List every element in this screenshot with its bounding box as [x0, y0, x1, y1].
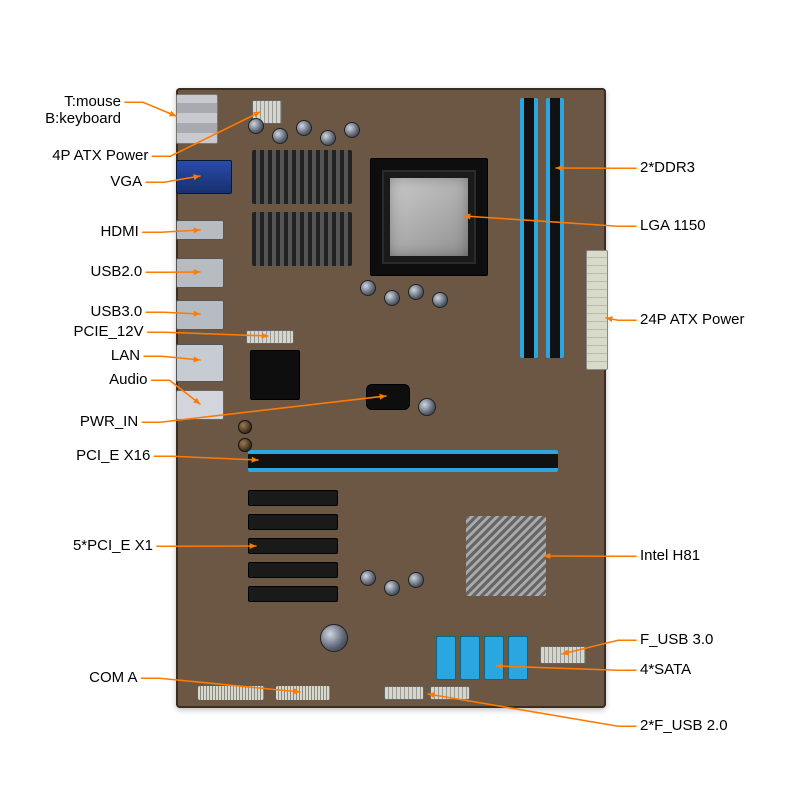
lbl_vga: VGA [24, 174, 142, 191]
lbl_hdmi: HDMI [24, 224, 139, 241]
component-cap13 [238, 420, 252, 434]
component-fusb2b [430, 686, 470, 700]
component-usb3 [176, 300, 224, 330]
cpu-socket-inner [382, 170, 476, 264]
component-cap5 [344, 122, 360, 138]
lbl_usb2: USB2.0 [24, 264, 142, 281]
diagram-stage: T:mouse B:keyboard 4P ATX Power VGA HDMI USB… [0, 0, 800, 800]
component-sata1 [436, 636, 456, 680]
component-cap10 [360, 570, 376, 586]
component-fusb3 [540, 646, 586, 664]
component-audio [176, 390, 224, 420]
component-pciex1_2 [248, 514, 338, 530]
lbl_usb3: USB3.0 [24, 304, 142, 321]
component-hdmi [176, 220, 224, 240]
component-sata4 [508, 636, 528, 680]
lbl_sata: 4*SATA [640, 662, 691, 679]
component-fp_hdr [198, 686, 264, 700]
component-cap3 [296, 120, 312, 136]
lbl_pwrin: PWR_IN [24, 414, 138, 431]
component-atx24 [586, 250, 608, 370]
component-pwr_in [366, 384, 410, 410]
lbl_fusb2: 2*F_USB 2.0 [640, 718, 728, 735]
component-pciex1_5 [248, 586, 338, 602]
component-pcie16 [248, 450, 558, 472]
component-sata3 [484, 636, 504, 680]
component-pciex1_4 [248, 562, 338, 578]
component-vrm1 [252, 150, 352, 204]
lbl_pcie12v: PCIE_12V [24, 324, 144, 341]
component-com_a [276, 686, 330, 700]
component-cap14 [238, 438, 252, 452]
lbl_ps2: T:mouse B:keyboard [24, 94, 121, 127]
component-battery [320, 624, 348, 652]
lbl_atx24: 24P ATX Power [640, 312, 745, 329]
component-usb2 [176, 258, 224, 288]
component-cap8 [408, 284, 424, 300]
lbl_lga: LGA 1150 [640, 218, 706, 235]
component-cap12 [408, 572, 424, 588]
component-cap6 [360, 280, 376, 296]
component-superio [250, 350, 300, 400]
component-ram1 [520, 98, 538, 358]
lbl_ddr3: 2*DDR3 [640, 160, 695, 177]
component-cap1 [248, 118, 264, 134]
component-cap7 [384, 290, 400, 306]
component-pciex1_1 [248, 490, 338, 506]
component-ram2 [546, 98, 564, 358]
component-cap2 [272, 128, 288, 144]
component-cap9 [432, 292, 448, 308]
component-cap15 [418, 398, 436, 416]
component-vga [176, 160, 232, 194]
component-cap4 [320, 130, 336, 146]
lbl_lan: LAN [24, 348, 140, 365]
component-ps2 [176, 94, 218, 144]
component-vrm2 [252, 212, 352, 266]
lbl_audio: Audio [24, 372, 148, 389]
lbl_4p: 4P ATX Power [24, 148, 148, 165]
component-pciex1_3 [248, 538, 338, 554]
lbl_pcie1: 5*PCI_E X1 [24, 538, 153, 555]
lbl_fusb3: F_USB 3.0 [640, 632, 713, 649]
component-sata2 [460, 636, 480, 680]
component-sb_heatsink [466, 516, 546, 596]
lbl_pcie16: PCI_E X16 [24, 448, 150, 465]
component-pcie12v [246, 330, 294, 344]
component-fusb2a [384, 686, 424, 700]
lbl_h81: Intel H81 [640, 548, 700, 565]
component-lan [176, 344, 224, 382]
component-cap11 [384, 580, 400, 596]
lbl_coma: COM A [24, 670, 138, 687]
